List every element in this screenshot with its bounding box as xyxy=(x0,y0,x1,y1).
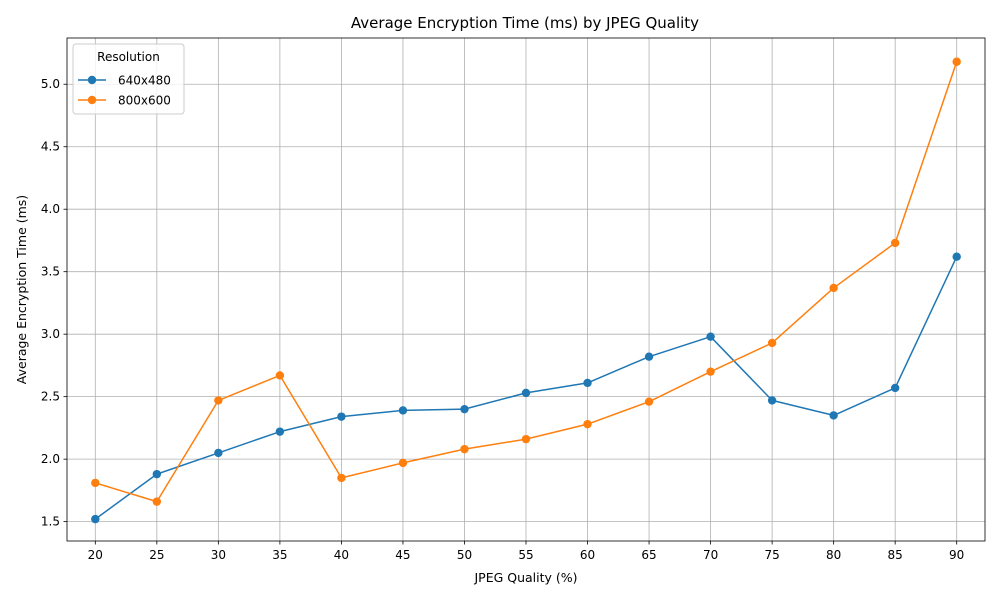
x-tick-label: 75 xyxy=(764,548,779,562)
legend-label: 800x600 xyxy=(118,94,171,108)
data-point xyxy=(706,332,715,341)
y-axis-label: Average Encryption Time (ms) xyxy=(14,195,29,384)
x-tick-label: 85 xyxy=(888,548,903,562)
data-point xyxy=(521,388,531,398)
data-point xyxy=(214,448,223,458)
x-axis: 20 25 30 35 40 45 50 55 60 65 70 75 80 85 90 xyxy=(88,541,964,562)
data-point xyxy=(890,238,900,248)
legend-title: Resolution xyxy=(97,50,160,64)
x-tick-label: 60 xyxy=(580,548,595,562)
x-tick-label: 80 xyxy=(826,548,841,562)
data-point xyxy=(214,396,223,405)
data-point xyxy=(829,411,838,420)
legend-item: 800x600 xyxy=(78,94,171,108)
x-axis-label: JPEG Quality (%) xyxy=(473,570,577,585)
data-point xyxy=(952,57,961,66)
data-point xyxy=(398,406,408,415)
chart-title: Average Encryption Time (ms) by JPEG Qua… xyxy=(351,14,699,32)
legend-box xyxy=(72,43,185,115)
data-point xyxy=(337,473,346,483)
legend-items: 640x480 800x600 xyxy=(78,74,171,108)
data-point xyxy=(337,412,346,421)
data-point xyxy=(644,352,654,361)
x-tick-label: 90 xyxy=(949,548,964,562)
y-tick-label: 5.0 xyxy=(41,77,60,91)
data-point xyxy=(890,383,900,393)
legend-marker xyxy=(87,95,97,105)
x-tick-label: 50 xyxy=(457,548,472,562)
data-point xyxy=(521,434,531,444)
y-tick-label: 2.0 xyxy=(41,452,60,466)
y-tick-label: 4.5 xyxy=(41,140,60,154)
data-point xyxy=(460,444,469,454)
x-tick-label: 70 xyxy=(703,548,718,562)
data-point xyxy=(952,252,961,261)
data-point xyxy=(460,404,469,414)
series-layer xyxy=(91,57,961,524)
x-tick-label: 35 xyxy=(272,548,287,562)
y-tick-label: 2.5 xyxy=(41,390,60,404)
y-axis: 1.5 2.0 2.5 3.0 3.5 4.0 4.5 5.0 xyxy=(41,77,67,529)
data-point xyxy=(767,396,777,405)
data-point xyxy=(275,427,285,436)
legend-label: 640x480 xyxy=(118,74,171,88)
data-point xyxy=(152,469,162,479)
data-point xyxy=(152,497,162,506)
x-tick-label: 30 xyxy=(211,548,226,562)
data-point xyxy=(583,378,592,388)
grid xyxy=(67,38,985,541)
data-point xyxy=(91,478,100,488)
y-tick-label: 3.0 xyxy=(41,327,60,341)
legend-item: 640x480 xyxy=(78,74,171,88)
data-point xyxy=(398,458,408,468)
legend-marker xyxy=(87,75,97,85)
x-tick-label: 55 xyxy=(518,548,533,562)
data-point xyxy=(829,283,838,293)
data-point xyxy=(706,367,715,376)
y-tick-label: 1.5 xyxy=(41,515,60,529)
data-point xyxy=(275,371,285,380)
data-point xyxy=(767,338,777,348)
x-tick-label: 25 xyxy=(149,548,164,562)
data-point xyxy=(583,419,592,429)
x-tick-label: 45 xyxy=(395,548,410,562)
series-640x480 xyxy=(91,252,961,524)
x-tick-label: 65 xyxy=(641,548,656,562)
series-800x600 xyxy=(91,57,961,506)
legend: Resolution 640x480 800x600 xyxy=(72,43,185,115)
data-point xyxy=(91,514,100,524)
y-tick-label: 4.0 xyxy=(41,202,60,216)
x-tick-label: 40 xyxy=(334,548,349,562)
x-tick-label: 20 xyxy=(88,548,103,562)
data-point xyxy=(644,397,654,406)
y-tick-label: 3.5 xyxy=(41,265,60,279)
